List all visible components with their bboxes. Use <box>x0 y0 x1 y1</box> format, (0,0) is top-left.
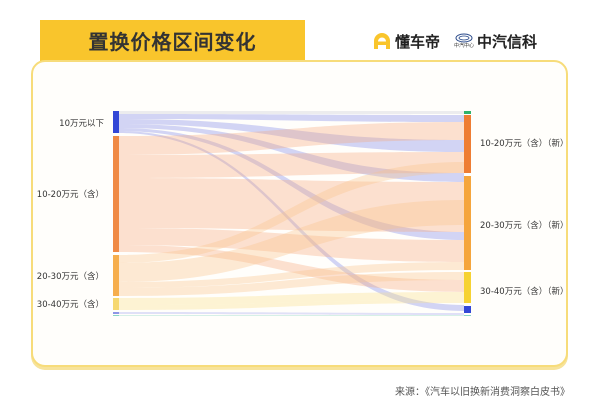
node-right-small[interactable] <box>464 315 471 316</box>
catarc-logo-text: 中汽信科 <box>477 32 538 51</box>
right-label-30-40: 30-40万元（含）（新） <box>480 287 569 297</box>
left-label-20-30: 20-30万元（含） <box>36 272 104 282</box>
right-label-20-30: 20-30万元（含）（新） <box>480 221 569 231</box>
node-left-10-20[interactable] <box>113 136 119 252</box>
left-nodes <box>113 111 119 316</box>
right-nodes <box>464 111 471 316</box>
catarc-logo: 中汽中心 中汽信科 <box>454 31 537 52</box>
catarc-logo-icon <box>455 33 473 43</box>
page-title: 置换价格区间变化 <box>88 30 257 54</box>
node-left-small-1[interactable] <box>113 312 119 314</box>
node-right-20-30[interactable] <box>464 176 471 270</box>
left-label-30-40: 30-40万元（含） <box>36 300 104 310</box>
chart-panel <box>31 60 568 367</box>
left-label-under-10: 10万元以下 <box>59 119 104 129</box>
left-label-10-20: 10-20万元（含） <box>36 190 104 200</box>
node-left-30-40[interactable] <box>113 298 119 310</box>
source-note: 来源：《汽车以旧换新消费洞察白皮书》 <box>395 387 570 398</box>
node-right-10-20[interactable] <box>464 115 471 173</box>
dongchedi-logo-text: 懂车帝 <box>395 32 441 51</box>
sankey-flows <box>118 111 464 316</box>
dongchedi-logo: 懂车帝 <box>372 31 440 52</box>
node-right-green[interactable] <box>464 111 471 114</box>
dongchedi-logo-icon <box>374 33 390 49</box>
node-left-20-30[interactable] <box>113 255 119 296</box>
node-right-blue[interactable] <box>464 306 471 313</box>
node-left-small-2[interactable] <box>113 315 119 316</box>
node-right-30-40[interactable] <box>464 272 471 303</box>
title-tab: 置换价格区间变化 <box>40 20 305 61</box>
catarc-sub-text: 中汽中心 <box>454 43 475 49</box>
node-left-under-10[interactable] <box>113 111 119 133</box>
logos: 懂车帝 中汽中心 中汽信科 <box>372 27 537 55</box>
right-label-10-20: 10-20万元（含）（新） <box>480 139 569 149</box>
